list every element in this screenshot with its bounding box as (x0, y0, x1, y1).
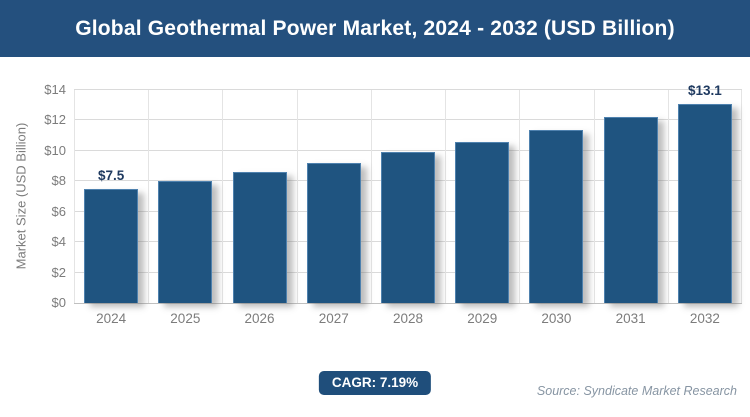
x-tick-label: 2030 (541, 311, 572, 326)
bar-2024 (84, 188, 139, 303)
x-axis-tick-labels: 2024 2025 2026 2027 2028 2029 2030 2031 2032 (74, 311, 742, 329)
y-tick-label: $2 (51, 264, 66, 280)
y-tick-label: $4 (51, 234, 66, 250)
bar-2028 (381, 152, 435, 303)
bar-2031 (603, 117, 658, 303)
source-attribution: Source: Syndicate Market Research (536, 384, 737, 398)
plot-area: $7.5 $13.1 (74, 83, 742, 304)
v-gridline (222, 90, 224, 303)
y-tick-label: $8 (51, 173, 66, 189)
v-gridline (741, 90, 742, 303)
bar-2026 (232, 172, 287, 303)
bar-2027 (306, 163, 361, 303)
v-gridline (74, 90, 75, 303)
h-gridline (74, 119, 742, 121)
bar-value-label: $7.5 (97, 167, 125, 183)
x-tick-label: 2024 (96, 311, 127, 326)
bar-2030 (529, 129, 584, 303)
bar-2029 (455, 141, 510, 303)
y-tick-label: $0 (51, 295, 66, 310)
y-axis-tick-labels: $0 $2 $4 $6 $8 $10 $12 $14 (0, 83, 66, 310)
x-tick-label: 2025 (170, 311, 201, 326)
x-tick-label: 2027 (318, 311, 349, 326)
v-gridline (667, 90, 669, 303)
v-gridline (296, 90, 298, 303)
y-tick-label: $10 (44, 142, 66, 158)
h-gridline (74, 89, 742, 90)
v-gridline (593, 90, 595, 303)
cagr-badge: CAGR: 7.19% (318, 371, 432, 395)
chart-title: Global Geothermal Power Market, 2024 - 2… (75, 16, 675, 40)
v-gridline (148, 90, 150, 303)
x-tick-label: 2032 (689, 311, 720, 326)
h-gridline (74, 303, 742, 304)
chart-title-banner: Global Geothermal Power Market, 2024 - 2… (0, 0, 750, 57)
h-gridline (74, 149, 742, 151)
v-gridline (370, 90, 372, 303)
x-tick-label: 2029 (467, 311, 498, 326)
bar-value-label: $13.1 (687, 82, 722, 98)
y-tick-label: $14 (44, 82, 66, 97)
x-tick-label: 2026 (244, 311, 275, 326)
x-tick-label: 2028 (392, 311, 423, 326)
x-tick-label: 2031 (615, 311, 646, 326)
v-gridline (445, 90, 447, 303)
y-tick-label: $6 (51, 203, 66, 219)
bar-2025 (158, 181, 213, 303)
bar-2032 (677, 103, 732, 303)
v-gridline (519, 90, 521, 303)
y-tick-label: $12 (44, 112, 66, 128)
